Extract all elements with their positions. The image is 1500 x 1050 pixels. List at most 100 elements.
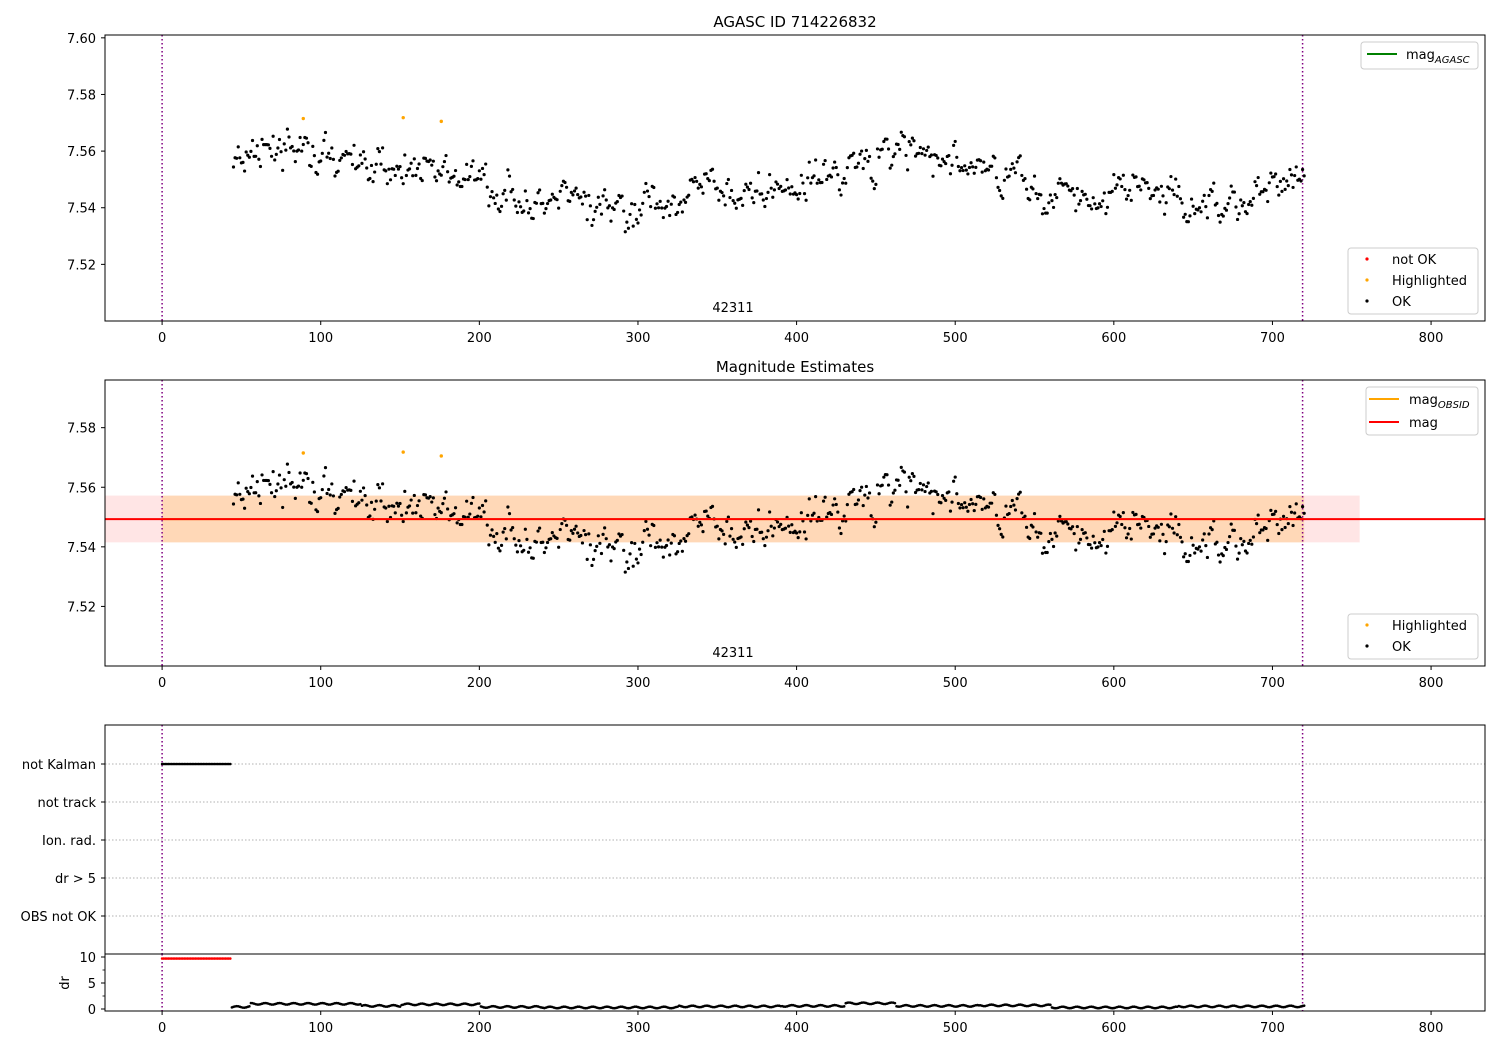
ok-point: [357, 501, 361, 505]
ok-point: [1104, 551, 1108, 555]
ok-point: [950, 163, 954, 167]
ok-point: [325, 491, 329, 496]
ok-point: [476, 176, 480, 181]
ok-point: [607, 204, 612, 208]
legend-box: [1360, 41, 1479, 70]
ok-point: [274, 152, 278, 157]
ok-point: [374, 499, 378, 503]
ok-point: [1077, 541, 1081, 545]
ok-point: [300, 485, 304, 489]
ok-point: [623, 230, 627, 234]
ok-point: [690, 177, 694, 181]
ok-point: [652, 185, 656, 190]
ok-point: [858, 152, 862, 156]
ok-point: [301, 478, 305, 482]
ok-point: [809, 181, 813, 185]
ok-point: [515, 550, 520, 554]
x-tick-label: 200: [467, 331, 492, 346]
ok-point: [1015, 160, 1019, 164]
ok-point: [799, 173, 803, 177]
ok-point: [1164, 201, 1168, 205]
ok-point: [771, 534, 775, 538]
ok-point: [666, 538, 670, 542]
ok-point: [525, 199, 529, 203]
ok-point: [1056, 519, 1060, 523]
ok-point: [1164, 540, 1168, 544]
ok-point: [679, 539, 683, 543]
ok-point: [555, 198, 559, 202]
ok-point: [1161, 194, 1165, 198]
ok-point: [660, 545, 664, 549]
ok-point: [955, 155, 959, 159]
ok-point: [918, 481, 922, 486]
ok-point: [715, 524, 719, 528]
ok-point: [393, 511, 397, 515]
highlighted-point: [301, 451, 305, 455]
ok-point: [812, 511, 816, 515]
ok-point: [804, 537, 808, 541]
ok-point: [645, 527, 650, 531]
ok-point: [404, 173, 408, 178]
ok-point: [825, 177, 829, 182]
ok-point: [677, 541, 681, 546]
highlighted-point: [401, 115, 405, 120]
ok-point: [1053, 531, 1057, 535]
ok-point: [1264, 188, 1268, 192]
ok-point: [273, 494, 277, 499]
ok-point: [392, 504, 396, 508]
ok-point: [986, 168, 991, 172]
ok-point: [1178, 535, 1183, 539]
panel-flags-marks: [105, 725, 1485, 954]
ok-point: [428, 158, 432, 162]
ok-point: [734, 206, 738, 210]
x-tick-label: 500: [943, 1021, 968, 1036]
ok-point: [1207, 532, 1211, 536]
x-tick-label: 0: [158, 331, 166, 346]
ok-point: [568, 538, 572, 542]
ok-point: [1113, 524, 1118, 528]
ok-point: [287, 470, 291, 475]
ok-point: [328, 493, 332, 497]
ok-point: [644, 181, 648, 186]
ok-point: [1162, 552, 1167, 556]
ok-point: [1101, 199, 1105, 203]
ok-point: [599, 551, 604, 556]
ok-point: [368, 514, 372, 518]
ok-point: [1096, 545, 1100, 549]
ok-point: [763, 204, 767, 209]
ok-point: [1289, 510, 1294, 514]
ok-point: [526, 550, 531, 554]
ok-point: [585, 557, 589, 561]
panel-magnitude-marks: [105, 380, 1485, 666]
ok-point: [576, 192, 580, 197]
ok-point: [775, 520, 780, 524]
ok-point: [1072, 193, 1076, 197]
ok-point: [779, 184, 783, 188]
ok-point: [349, 152, 353, 156]
ok-point: [1175, 533, 1179, 537]
ok-point: [518, 544, 523, 548]
ok-point: [1034, 530, 1038, 534]
ok-point: [436, 506, 440, 510]
ok-point: [926, 145, 930, 149]
ok-point: [588, 204, 592, 208]
ok-point: [956, 501, 960, 506]
ok-point: [1229, 184, 1233, 188]
legend-label-ok: OK: [1392, 640, 1411, 655]
ok-point: [1066, 522, 1070, 526]
flag-category-label: not Kalman: [22, 758, 96, 773]
ok-point: [677, 202, 681, 207]
ok-point: [350, 499, 355, 503]
ok-point: [750, 196, 754, 200]
ok-point: [1090, 546, 1094, 550]
legend-box: [1347, 613, 1479, 660]
ok-point: [834, 502, 838, 507]
ok-point: [642, 190, 646, 194]
ok-point: [312, 154, 316, 158]
ok-point: [852, 487, 856, 492]
ok-point: [315, 509, 320, 514]
ok-point: [1224, 547, 1229, 552]
ok-point: [875, 483, 880, 487]
ok-point: [1045, 211, 1049, 215]
ok-point: [1186, 220, 1190, 224]
